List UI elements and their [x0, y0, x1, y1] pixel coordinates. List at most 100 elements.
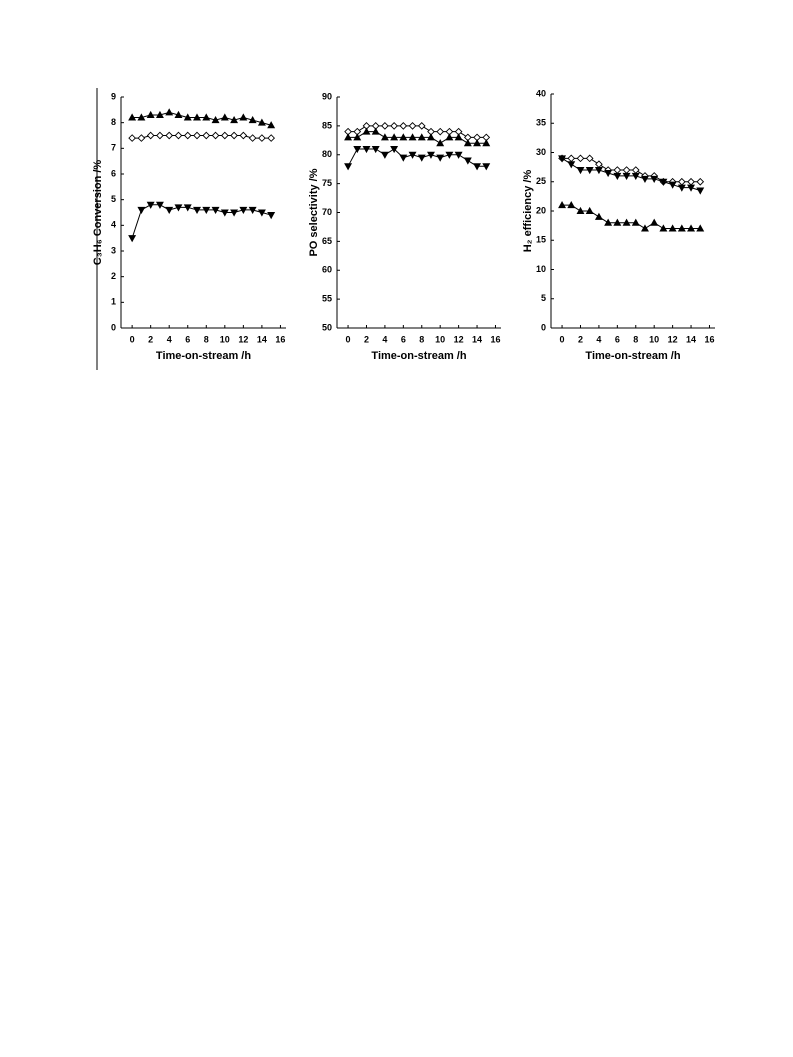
y-tick-label: 8: [111, 117, 116, 127]
data-point: [390, 145, 399, 154]
series-line: [348, 125, 487, 138]
data-point: [390, 122, 398, 130]
data-point: [220, 209, 229, 217]
data-point: [128, 113, 137, 121]
data-point: [399, 133, 408, 141]
y-tick-label: 75: [322, 178, 332, 188]
data-point: [248, 134, 257, 142]
y-tick-label: 7: [111, 143, 116, 153]
data-point: [613, 172, 622, 181]
y-tick-label: 0: [111, 322, 116, 332]
x-tick-label: 12: [454, 334, 464, 344]
y-tick-label: 3: [111, 245, 116, 255]
data-point: [248, 206, 257, 215]
series-line: [347, 148, 487, 167]
data-point: [165, 108, 174, 116]
data-point: [408, 151, 417, 159]
data-point: [146, 131, 155, 140]
data-point: [380, 133, 389, 141]
data-point: [353, 145, 362, 154]
data-point: [687, 224, 696, 232]
data-point: [362, 145, 371, 154]
data-point: [202, 131, 211, 140]
data-point: [399, 154, 408, 162]
data-point: [594, 212, 603, 220]
data-point: [613, 218, 622, 226]
y-tick-label: 35: [536, 118, 546, 128]
data-point: [193, 113, 201, 121]
data-point: [239, 206, 248, 215]
x-tick-label: 14: [257, 334, 267, 344]
data-point: [174, 204, 183, 212]
y-tick-label: 90: [322, 91, 332, 101]
data-point: [558, 201, 567, 209]
x-axis-label: Time-on-stream /h: [585, 350, 680, 362]
data-point: [659, 178, 668, 186]
data-point: [576, 154, 585, 163]
x-tick-label: 4: [382, 334, 387, 344]
data-point: [390, 133, 399, 141]
x-tick-label: 12: [238, 334, 248, 344]
data-point: [399, 122, 408, 130]
data-point: [239, 113, 248, 121]
x-tick-label: 10: [435, 334, 445, 344]
data-point: [146, 201, 155, 209]
data-point: [463, 139, 472, 147]
data-point: [174, 110, 183, 118]
data-point: [381, 122, 389, 130]
x-tick-label: 2: [364, 334, 369, 344]
data-point: [585, 167, 594, 175]
data-point: [417, 154, 426, 162]
data-point: [183, 113, 192, 121]
x-tick-label: 0: [560, 334, 565, 344]
data-point: [567, 161, 576, 169]
y-tick-label: 5: [541, 293, 546, 303]
data-point: [156, 131, 164, 140]
series-line: [562, 157, 701, 183]
x-tick-label: 16: [704, 334, 714, 344]
data-point: [454, 151, 463, 159]
data-point: [436, 139, 445, 147]
data-point: [211, 115, 220, 124]
data-point: [677, 184, 686, 192]
series-line: [132, 135, 272, 139]
data-point: [371, 145, 380, 154]
data-point: [230, 209, 239, 217]
data-point: [202, 113, 211, 121]
data-point: [558, 155, 567, 163]
data-point: [454, 133, 463, 141]
data-point: [427, 133, 435, 141]
data-point: [230, 131, 238, 140]
x-tick-label: 0: [130, 334, 135, 344]
y-tick-label: 15: [536, 235, 546, 245]
data-point: [211, 131, 220, 140]
data-point: [155, 201, 164, 209]
y-tick-label: 30: [536, 147, 546, 157]
data-point: [641, 224, 649, 232]
data-point: [202, 206, 211, 215]
data-point: [622, 172, 631, 181]
x-tick-label: 2: [578, 334, 583, 344]
data-point: [631, 218, 640, 226]
data-point: [239, 131, 248, 140]
x-tick-label: 10: [220, 334, 230, 344]
data-point: [230, 115, 239, 124]
data-point: [696, 177, 705, 186]
data-point: [193, 131, 201, 140]
data-point: [165, 131, 174, 140]
x-tick-label: 8: [633, 334, 638, 344]
x-tick-label: 2: [148, 334, 153, 344]
y-axis-label: H₂ efficiency /%: [522, 170, 534, 253]
data-point: [567, 201, 576, 209]
y-tick-label: 1: [111, 297, 116, 307]
y-tick-label: 9: [111, 91, 116, 101]
x-tick-label: 12: [668, 334, 678, 344]
data-point: [445, 133, 454, 141]
data-point: [344, 133, 353, 141]
x-tick-label: 6: [401, 334, 406, 344]
x-tick-label: 14: [686, 334, 696, 344]
data-point: [668, 224, 677, 232]
y-tick-label: 80: [322, 149, 332, 159]
y-tick-label: 25: [536, 176, 546, 186]
